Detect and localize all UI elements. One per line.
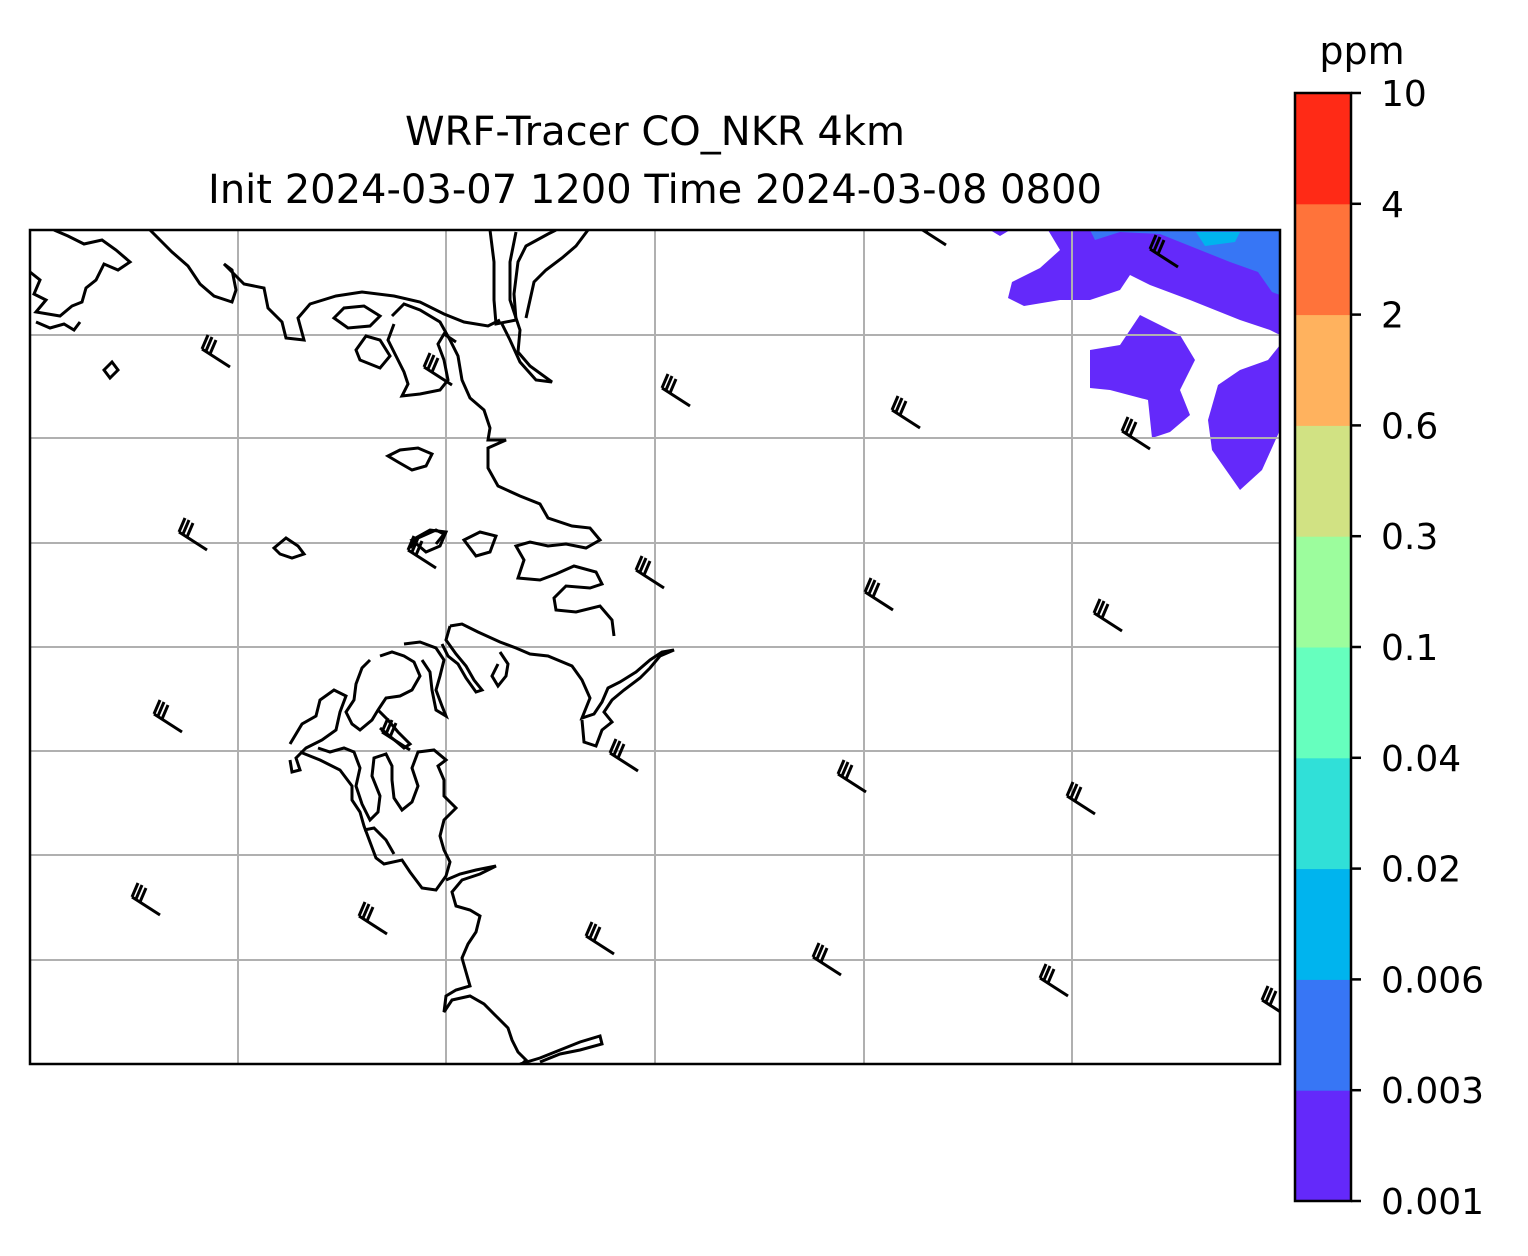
colorbar-band <box>1295 868 1351 980</box>
colorbar-band <box>1295 1090 1351 1202</box>
colorbar-tick-label: 0.006 <box>1381 960 1484 1001</box>
tracer-region-mid <box>1090 230 1280 295</box>
colorbar-frame <box>1293 91 1353 1203</box>
colorbar-tick-label: 0.003 <box>1381 1071 1484 1112</box>
colorbar-ticks: 0.001 0.003 0.006 0.02 0.04 0.1 0.3 0.6 2 4 10 <box>1351 74 1484 1223</box>
colorbar-band <box>1295 314 1351 426</box>
colorbar-tick-label: 0.02 <box>1381 850 1461 891</box>
colorbar-band <box>1295 979 1351 1091</box>
colorbar-tick-label: 2 <box>1381 296 1404 337</box>
colorbar-unit-label: ppm <box>1319 29 1404 73</box>
colorbar-bands <box>1295 93 1351 1202</box>
colorbar-band <box>1295 647 1351 759</box>
colorbar-band <box>1295 757 1351 870</box>
map-frame <box>28 228 1282 1066</box>
tracer-region-high <box>1196 232 1240 246</box>
colorbar-band <box>1295 425 1351 537</box>
coastlines <box>30 230 675 1064</box>
colorbar-tick-label: 10 <box>1381 74 1427 115</box>
colorbar-tick-label: 0.6 <box>1381 406 1438 447</box>
colorbar-tick-label: 0.1 <box>1381 628 1438 669</box>
colorbar-band <box>1295 203 1351 316</box>
tracer-region-low <box>990 230 1280 490</box>
colorbar-tick-label: 0.001 <box>1381 1182 1484 1223</box>
colorbar-band <box>1295 536 1351 648</box>
colorbar-tick-label: 4 <box>1381 185 1404 226</box>
colorbar-tick-label: 0.04 <box>1381 739 1461 780</box>
colorbar-tick-label: 0.3 <box>1381 517 1438 558</box>
colorbar-band <box>1295 93 1351 205</box>
map-title-line2: Init 2024-03-07 1200 Time 2024-03-08 080… <box>208 167 1102 213</box>
map-title-line1: WRF-Tracer CO_NKR 4km <box>404 109 906 155</box>
